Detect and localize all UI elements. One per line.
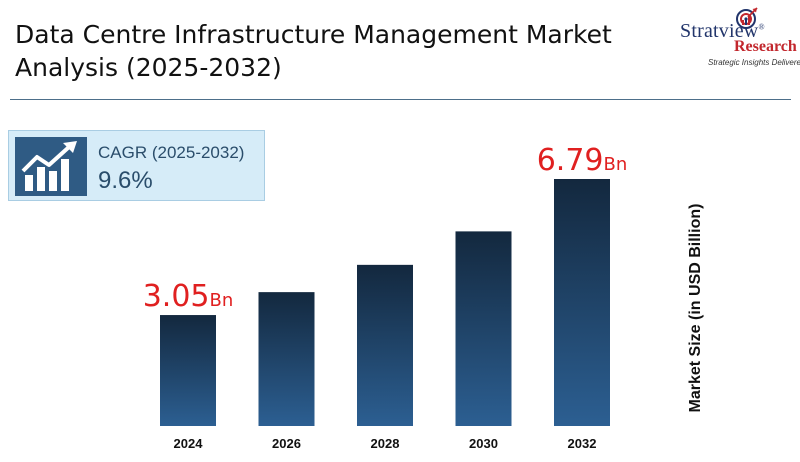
cagr-value: 9.6% [98,167,153,194]
x-tick-label-2030: 2030 [469,436,498,451]
logo-tagline: Strategic Insights Delivered [708,58,800,67]
data-label-2024: 3.05Bn [143,279,234,314]
growth-chart-icon [15,137,87,196]
cagr-label: CAGR (2025-2032) [98,143,245,162]
bar-2030 [455,231,512,426]
bar-2028 [357,264,413,426]
brand-logo: Stratview® Research Strategic Insights D… [656,6,800,70]
header-divider [10,99,791,100]
x-tick-label-2024: 2024 [174,436,204,451]
y-axis-label: Market Size (in USD Billion) [687,203,704,413]
x-tick-label-2026: 2026 [272,436,301,451]
page-title: Data Centre Infrastructure Management Ma… [15,18,615,84]
logo-target-icon [736,7,758,29]
cagr-card: CAGR (2025-2032) 9.6% [8,130,265,201]
data-label-2032: 6.79Bn [537,143,628,178]
bar-2032 [554,179,610,426]
logo-brand-name: Stratview® [680,20,765,42]
x-tick-label-2028: 2028 [371,436,400,451]
bar-2024 [160,315,216,426]
x-tick-label-2032: 2032 [568,436,597,451]
title-line-1: Data Centre Infrastructure Management Ma… [15,20,612,49]
y-axis-label-wrap: Market Size (in USD Billion) [681,190,711,426]
bar-2026 [258,292,315,426]
title-line-2: Analysis (2025-2032) [15,53,282,82]
logo-brand-research: Research [734,38,797,55]
